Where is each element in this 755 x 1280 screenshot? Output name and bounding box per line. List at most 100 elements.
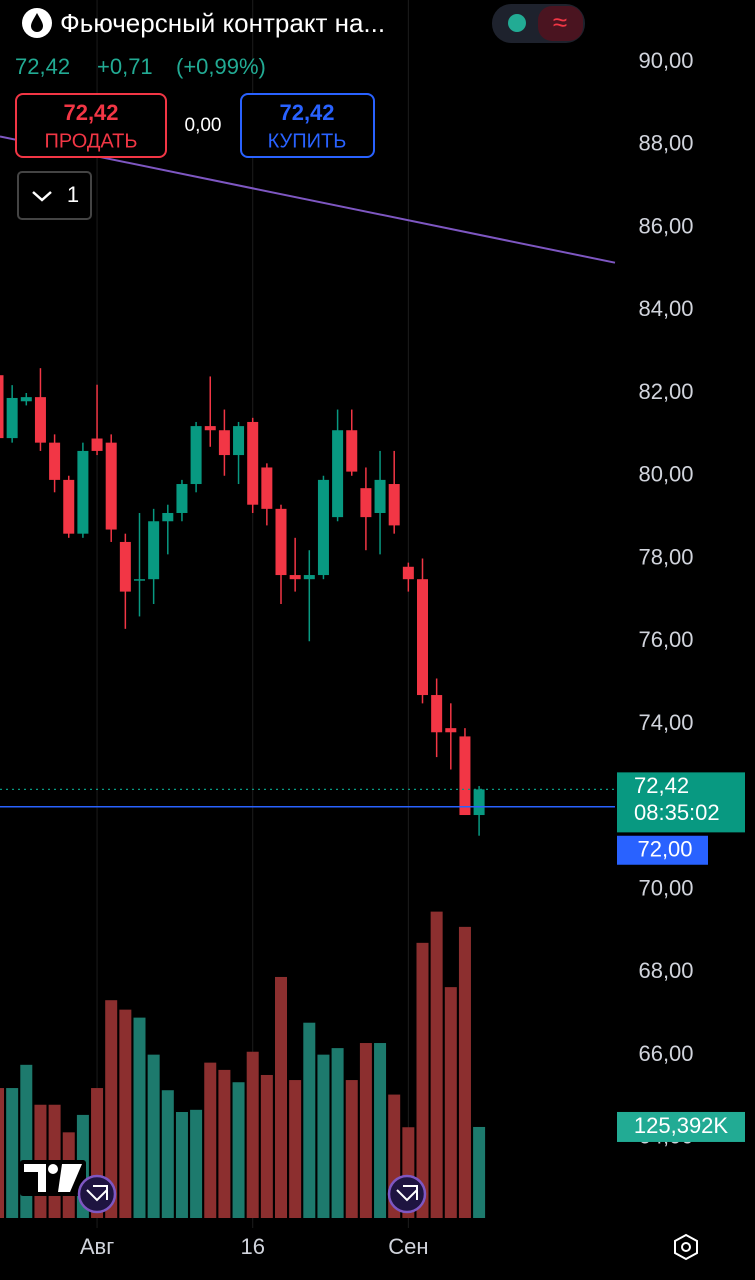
overlay: Фьючерсный контракт на... ≈ 72,42 +0,71 …	[15, 4, 745, 1261]
sell-price: 72,42	[63, 100, 118, 125]
interval: 1	[67, 182, 79, 207]
event-arrow	[86, 1185, 108, 1202]
delay-badge	[538, 6, 583, 41]
y-tick-label: 70,00	[638, 875, 693, 900]
candle-body	[332, 430, 344, 518]
candle-body	[105, 442, 117, 530]
volume-bar	[105, 1000, 118, 1218]
volume-bar	[147, 1054, 160, 1218]
volume-bar	[133, 1017, 146, 1218]
x-tick-label: Сен	[388, 1234, 428, 1259]
volume-bar	[345, 1080, 358, 1218]
y-tick-label: 76,00	[638, 627, 693, 652]
y-tick-label: 86,00	[638, 213, 693, 238]
grid	[96, 0, 409, 1228]
volume-bar	[275, 976, 287, 1218]
volume-bar	[246, 1051, 259, 1218]
candle-body	[6, 397, 18, 439]
volume-bar	[359, 1043, 372, 1218]
sell-button[interactable]	[15, 93, 167, 158]
buy-label: КУПИТЬ	[268, 130, 347, 152]
event-icon[interactable]	[77, 1174, 117, 1214]
candle-body	[388, 484, 400, 526]
chevron	[32, 191, 52, 202]
candle-body	[176, 484, 188, 513]
candle-body	[20, 397, 32, 402]
candle-body	[445, 728, 457, 733]
y-tick-label: 74,00	[638, 710, 693, 735]
candle-body	[34, 397, 46, 443]
logo-v	[58, 1164, 82, 1192]
candle-body	[317, 479, 329, 576]
change: +0,71	[97, 54, 153, 79]
market-dot	[508, 14, 526, 32]
buy-price: 72,42	[279, 100, 334, 125]
volume-bar	[416, 942, 429, 1218]
candle-body	[0, 375, 4, 439]
volume-bar	[232, 1082, 245, 1218]
volume-bar	[0, 1088, 4, 1218]
volume-bar	[289, 1080, 302, 1218]
y-tick-label: 88,00	[638, 131, 693, 156]
volume-bar	[458, 926, 471, 1218]
y-tick-label: 68,00	[638, 958, 693, 983]
candle-body	[289, 575, 301, 580]
volume-bar	[6, 1088, 19, 1218]
volume-bar	[303, 1022, 316, 1218]
last-price-label: 72,42	[634, 773, 689, 798]
candle-body	[431, 695, 443, 733]
logo-dot	[48, 1164, 58, 1174]
candle-body	[218, 430, 230, 456]
event-circle	[387, 1174, 427, 1214]
volume-bar	[430, 911, 443, 1218]
settings-dot	[681, 1242, 691, 1252]
candle-body	[91, 438, 103, 451]
candle-body	[402, 566, 414, 580]
candle-body	[360, 488, 372, 518]
candle-body	[63, 479, 75, 534]
candle-body	[459, 736, 471, 816]
tv-logo	[20, 1160, 86, 1196]
spread: 0,00	[185, 115, 222, 136]
volume-bar	[119, 1009, 132, 1218]
y-tick-label: 82,00	[638, 379, 693, 404]
y-tick-label: 80,00	[638, 462, 693, 487]
event-circle	[77, 1174, 117, 1214]
event-icon[interactable]	[387, 1174, 427, 1214]
volume-bar	[218, 1069, 231, 1218]
candle-body	[162, 512, 174, 522]
candle-body	[190, 426, 202, 485]
buy-button[interactable]	[240, 93, 375, 158]
delay-icon: ≈	[553, 7, 567, 37]
alert-label: 72,00	[637, 837, 692, 862]
y-tick-label: 90,00	[638, 48, 693, 73]
x-tick-label: Авг	[80, 1234, 114, 1259]
volume-bar	[317, 1054, 330, 1218]
alert-label-bg	[617, 835, 708, 865]
volume-label: 125,392K	[634, 1113, 729, 1138]
candle-body	[247, 421, 259, 505]
interval-dropdown[interactable]	[17, 171, 92, 220]
price: 72,42	[15, 54, 70, 79]
drop-icon	[31, 13, 43, 32]
change-pct: (+0,99%)	[176, 54, 266, 79]
symbol-title[interactable]: Фьючерсный контракт на...	[60, 8, 385, 38]
y-tick-label: 78,00	[638, 544, 693, 569]
candle-body	[148, 521, 160, 580]
candle-body	[233, 426, 245, 456]
logo-t	[24, 1164, 46, 1192]
volume-bar	[190, 1109, 203, 1218]
volume-bar	[473, 1126, 486, 1218]
candle-body	[346, 430, 358, 472]
volume-bar	[444, 987, 457, 1218]
y-tick-label: 84,00	[638, 296, 693, 321]
candle-body	[374, 479, 386, 513]
volume-bar	[161, 1090, 174, 1218]
candle-body	[473, 789, 485, 816]
event-arrow	[396, 1185, 418, 1202]
settings-icon[interactable]	[674, 1233, 698, 1261]
volume-bar	[175, 1112, 188, 1218]
candle-body	[134, 579, 145, 581]
candle-body	[261, 467, 273, 509]
